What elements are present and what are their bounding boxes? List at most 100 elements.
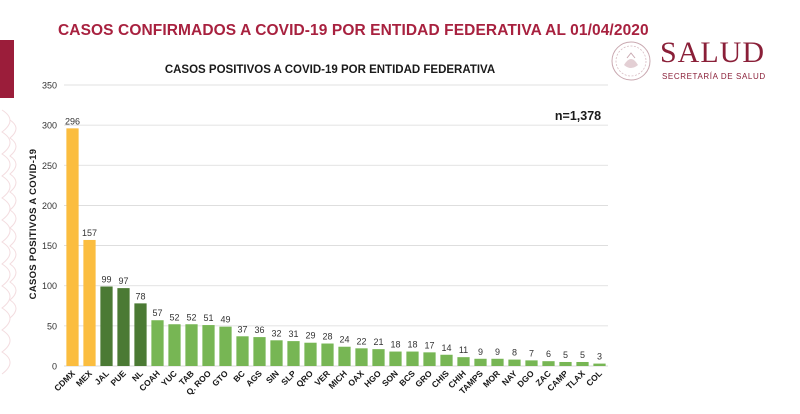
bar-tlax bbox=[576, 361, 589, 366]
data-label: 7 bbox=[529, 348, 534, 358]
x-tick-label: BCS bbox=[397, 368, 417, 388]
data-label: 14 bbox=[441, 343, 451, 353]
x-tick-label: COL bbox=[584, 368, 604, 388]
bar-gro bbox=[423, 352, 436, 366]
bar-mich bbox=[338, 346, 351, 366]
bar-camp bbox=[559, 361, 572, 366]
chart-title: CASOS POSITIVOS A COVID-19 POR ENTIDAD F… bbox=[165, 64, 495, 76]
x-tick-label: TLAX bbox=[564, 368, 587, 391]
sample-size-annotation: n=1,378 bbox=[555, 109, 601, 123]
bar-ags bbox=[253, 337, 266, 366]
x-tick-label: QRO bbox=[294, 368, 315, 389]
x-tick-label: CHIS bbox=[429, 368, 451, 390]
x-tick-label: HGO bbox=[362, 368, 383, 389]
x-tick-label: NAY bbox=[500, 368, 519, 387]
data-label: 37 bbox=[237, 324, 247, 334]
bar-bcs bbox=[406, 351, 419, 366]
x-tick-label: OAX bbox=[346, 368, 366, 388]
salud-logo: SALUD SECRETARÍA DE SALUD bbox=[608, 36, 788, 88]
data-label: 49 bbox=[220, 315, 230, 325]
data-label: 36 bbox=[254, 325, 264, 335]
logo-title: SALUD bbox=[660, 36, 766, 69]
decorative-side-pattern bbox=[1, 109, 17, 375]
data-label: 296 bbox=[65, 116, 80, 126]
bar-hgo bbox=[372, 349, 385, 366]
data-label: 57 bbox=[152, 308, 162, 318]
y-axis-label: CASOS POSITIVOS A COVID-19 bbox=[28, 149, 39, 300]
data-label: 22 bbox=[356, 336, 366, 346]
mexico-seal-icon bbox=[611, 41, 651, 81]
x-tick-label: MEX bbox=[74, 368, 94, 388]
data-label: 52 bbox=[186, 312, 196, 322]
bar-sin bbox=[270, 340, 283, 366]
bar-zac bbox=[542, 361, 555, 366]
bar-nay bbox=[508, 359, 521, 366]
data-label: 17 bbox=[424, 340, 434, 350]
bar-chih bbox=[457, 357, 470, 366]
x-tick-label: JAL bbox=[92, 368, 110, 386]
y-tick-label: 200 bbox=[42, 201, 57, 211]
y-tick-label: 0 bbox=[52, 362, 57, 372]
data-label: 52 bbox=[169, 312, 179, 322]
logo-subtitle: SECRETARÍA DE SALUD bbox=[662, 72, 766, 81]
data-label: 29 bbox=[305, 331, 315, 341]
data-label: 78 bbox=[135, 291, 145, 301]
x-tick-label: GTO bbox=[210, 368, 230, 388]
x-tick-label: MICH bbox=[326, 368, 348, 390]
data-label: 5 bbox=[580, 350, 585, 360]
x-tick-label: AGS bbox=[244, 368, 264, 388]
x-tick-label: DGO bbox=[515, 368, 536, 389]
y-tick-label: 300 bbox=[42, 121, 57, 131]
bar-son bbox=[389, 351, 402, 366]
bar-nl bbox=[134, 303, 147, 366]
x-tick-label: GRO bbox=[413, 368, 434, 389]
slide-title: CASOS CONFIRMADOS A COVID-19 POR ENTIDAD… bbox=[58, 22, 649, 39]
x-tick-label: SON bbox=[380, 368, 400, 388]
accent-bar bbox=[0, 40, 14, 98]
bar-qro bbox=[304, 342, 317, 366]
y-tick-label: 50 bbox=[47, 321, 57, 331]
bar-slp bbox=[287, 341, 300, 366]
data-label: 11 bbox=[459, 345, 468, 355]
data-label: 157 bbox=[82, 228, 97, 238]
x-tick-label: YUC bbox=[159, 368, 179, 388]
data-label: 8 bbox=[512, 348, 517, 358]
data-label: 28 bbox=[322, 332, 332, 342]
data-label: 5 bbox=[563, 350, 568, 360]
data-label: 3 bbox=[597, 352, 602, 362]
bar-yuc bbox=[168, 324, 181, 366]
bar-jal bbox=[100, 286, 113, 366]
bar-tab bbox=[185, 324, 198, 366]
data-label: 18 bbox=[407, 340, 417, 350]
bar-q-roo bbox=[202, 325, 215, 366]
data-label: 97 bbox=[118, 276, 128, 286]
data-label: 24 bbox=[339, 335, 349, 345]
x-tick-label: PUE bbox=[108, 368, 128, 388]
y-tick-label: 250 bbox=[42, 161, 57, 171]
bar-ver bbox=[321, 343, 334, 366]
data-label: 18 bbox=[390, 340, 400, 350]
data-label: 21 bbox=[373, 337, 383, 347]
bars bbox=[66, 128, 606, 366]
bar-chis bbox=[440, 354, 453, 366]
data-label: 6 bbox=[546, 349, 551, 359]
data-label: 9 bbox=[495, 347, 500, 357]
x-tick-label: MOR bbox=[481, 368, 502, 389]
y-tick-label: 150 bbox=[42, 241, 57, 251]
bar-mex bbox=[83, 239, 96, 366]
bar-bc bbox=[236, 336, 249, 366]
bar-mor bbox=[491, 358, 504, 366]
x-tick-label: SIN bbox=[264, 368, 281, 385]
y-tick-labels: 0 50 100 150 200 250 300 350 bbox=[42, 81, 57, 372]
y-tick-label: 350 bbox=[42, 81, 57, 91]
data-label: 99 bbox=[101, 275, 111, 285]
data-label: 31 bbox=[288, 329, 298, 339]
data-label: 32 bbox=[271, 328, 281, 338]
bar-col bbox=[593, 363, 606, 366]
bar-cdmx bbox=[66, 128, 79, 366]
bar-oax bbox=[355, 348, 368, 366]
bar-pue bbox=[117, 288, 130, 366]
